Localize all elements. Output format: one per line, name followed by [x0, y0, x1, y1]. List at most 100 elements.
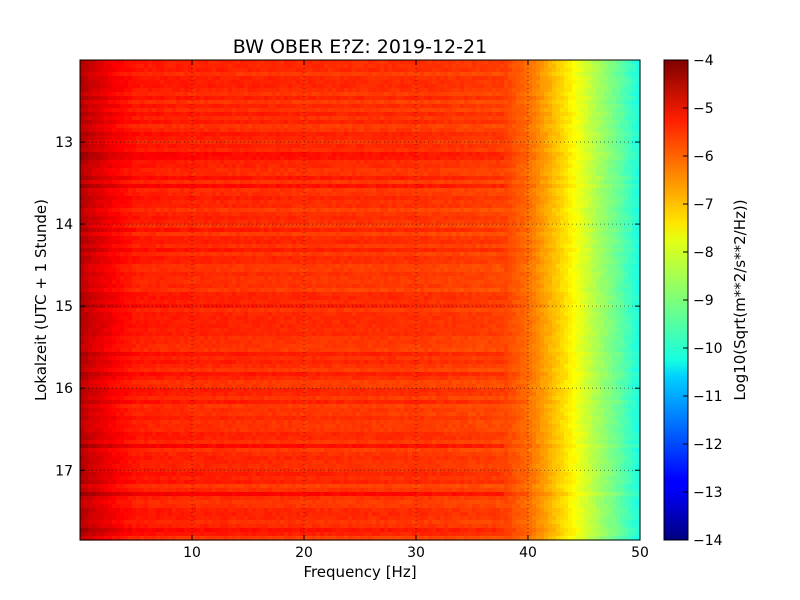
heatmap-cell: [444, 76, 449, 81]
heatmap-cell: [500, 88, 505, 93]
heatmap-cell: [248, 200, 253, 205]
heatmap-cell: [496, 148, 501, 153]
heatmap-cell: [292, 144, 297, 149]
heatmap-cell: [484, 96, 489, 101]
heatmap-cell: [452, 140, 457, 145]
heatmap-cell: [140, 112, 145, 117]
heatmap-cell: [576, 152, 581, 157]
heatmap-cell: [424, 196, 429, 201]
heatmap-cell: [564, 88, 569, 93]
heatmap-cell: [636, 184, 641, 189]
heatmap-cell: [288, 80, 293, 85]
heatmap-cell: [596, 88, 601, 93]
heatmap-cell: [388, 76, 393, 81]
heatmap-cell: [100, 104, 105, 109]
heatmap-cell: [560, 184, 565, 189]
heatmap-cell: [592, 188, 597, 193]
heatmap-cell: [340, 96, 345, 101]
heatmap-cell: [296, 160, 301, 165]
heatmap-cell: [284, 168, 289, 173]
heatmap-cell: [512, 116, 517, 121]
heatmap-cell: [324, 176, 329, 181]
heatmap-cell: [388, 196, 393, 201]
heatmap-cell: [216, 144, 221, 149]
heatmap-cell: [544, 100, 549, 105]
heatmap-cell: [504, 132, 509, 137]
heatmap-cell: [476, 112, 481, 117]
heatmap-cell: [500, 104, 505, 109]
heatmap-cell: [336, 188, 341, 193]
heatmap-cell: [368, 92, 373, 97]
heatmap-cell: [424, 60, 429, 65]
heatmap-cell: [348, 112, 353, 117]
heatmap-cell: [596, 112, 601, 117]
heatmap-cell: [636, 144, 641, 149]
heatmap-cell: [244, 72, 249, 77]
heatmap-cell: [436, 76, 441, 81]
heatmap-cell: [592, 184, 597, 189]
heatmap-cell: [548, 96, 553, 101]
heatmap-cell: [396, 164, 401, 169]
heatmap-cell: [116, 100, 121, 105]
heatmap-cell: [384, 124, 389, 129]
heatmap-cell: [252, 164, 257, 169]
heatmap-cell: [476, 156, 481, 161]
heatmap-cell: [152, 140, 157, 145]
heatmap-cell: [84, 68, 89, 73]
heatmap-cell: [632, 92, 637, 97]
heatmap-cell: [340, 88, 345, 93]
heatmap-cell: [280, 180, 285, 185]
heatmap-cell: [416, 112, 421, 117]
heatmap-cell: [188, 156, 193, 161]
heatmap-cell: [116, 80, 121, 85]
heatmap-cell: [152, 176, 157, 181]
heatmap-cell: [292, 100, 297, 105]
heatmap-cell: [344, 100, 349, 105]
heatmap-cell: [372, 72, 377, 77]
heatmap-cell: [180, 188, 185, 193]
heatmap-cell: [536, 164, 541, 169]
heatmap-cell: [156, 120, 161, 125]
heatmap-cell: [308, 136, 313, 141]
heatmap-cell: [376, 168, 381, 173]
heatmap-cell: [580, 196, 585, 201]
heatmap-cell: [176, 68, 181, 73]
heatmap-cell: [508, 128, 513, 133]
heatmap-cell: [572, 140, 577, 145]
heatmap-cell: [584, 84, 589, 89]
heatmap-cell: [172, 116, 177, 121]
heatmap-cell: [220, 180, 225, 185]
heatmap-cell: [404, 140, 409, 145]
heatmap-cell: [560, 148, 565, 153]
heatmap-cell: [284, 140, 289, 145]
heatmap-cell: [580, 108, 585, 113]
heatmap-cell: [384, 160, 389, 165]
heatmap-cell: [632, 160, 637, 165]
heatmap-cell: [516, 104, 521, 109]
heatmap-cell: [412, 124, 417, 129]
heatmap-cell: [288, 112, 293, 117]
heatmap-cell: [540, 156, 545, 161]
heatmap-cell: [600, 140, 605, 145]
heatmap-cell: [360, 92, 365, 97]
heatmap-cell: [408, 152, 413, 157]
heatmap-cell: [148, 140, 153, 145]
heatmap-cell: [104, 112, 109, 117]
heatmap-cell: [272, 100, 277, 105]
heatmap-cell: [608, 80, 613, 85]
heatmap-cell: [608, 60, 613, 65]
heatmap-cell: [516, 60, 521, 65]
heatmap-cell: [256, 132, 261, 137]
heatmap-cell: [392, 148, 397, 153]
heatmap-cell: [368, 108, 373, 113]
heatmap-cell: [300, 112, 305, 117]
heatmap-cell: [164, 176, 169, 181]
heatmap-cell: [232, 60, 237, 65]
heatmap-cell: [128, 64, 133, 69]
heatmap-cell: [624, 108, 629, 113]
heatmap-cell: [272, 80, 277, 85]
heatmap-cell: [184, 132, 189, 137]
heatmap-cell: [608, 92, 613, 97]
heatmap-cell: [480, 124, 485, 129]
heatmap-cell: [188, 76, 193, 81]
